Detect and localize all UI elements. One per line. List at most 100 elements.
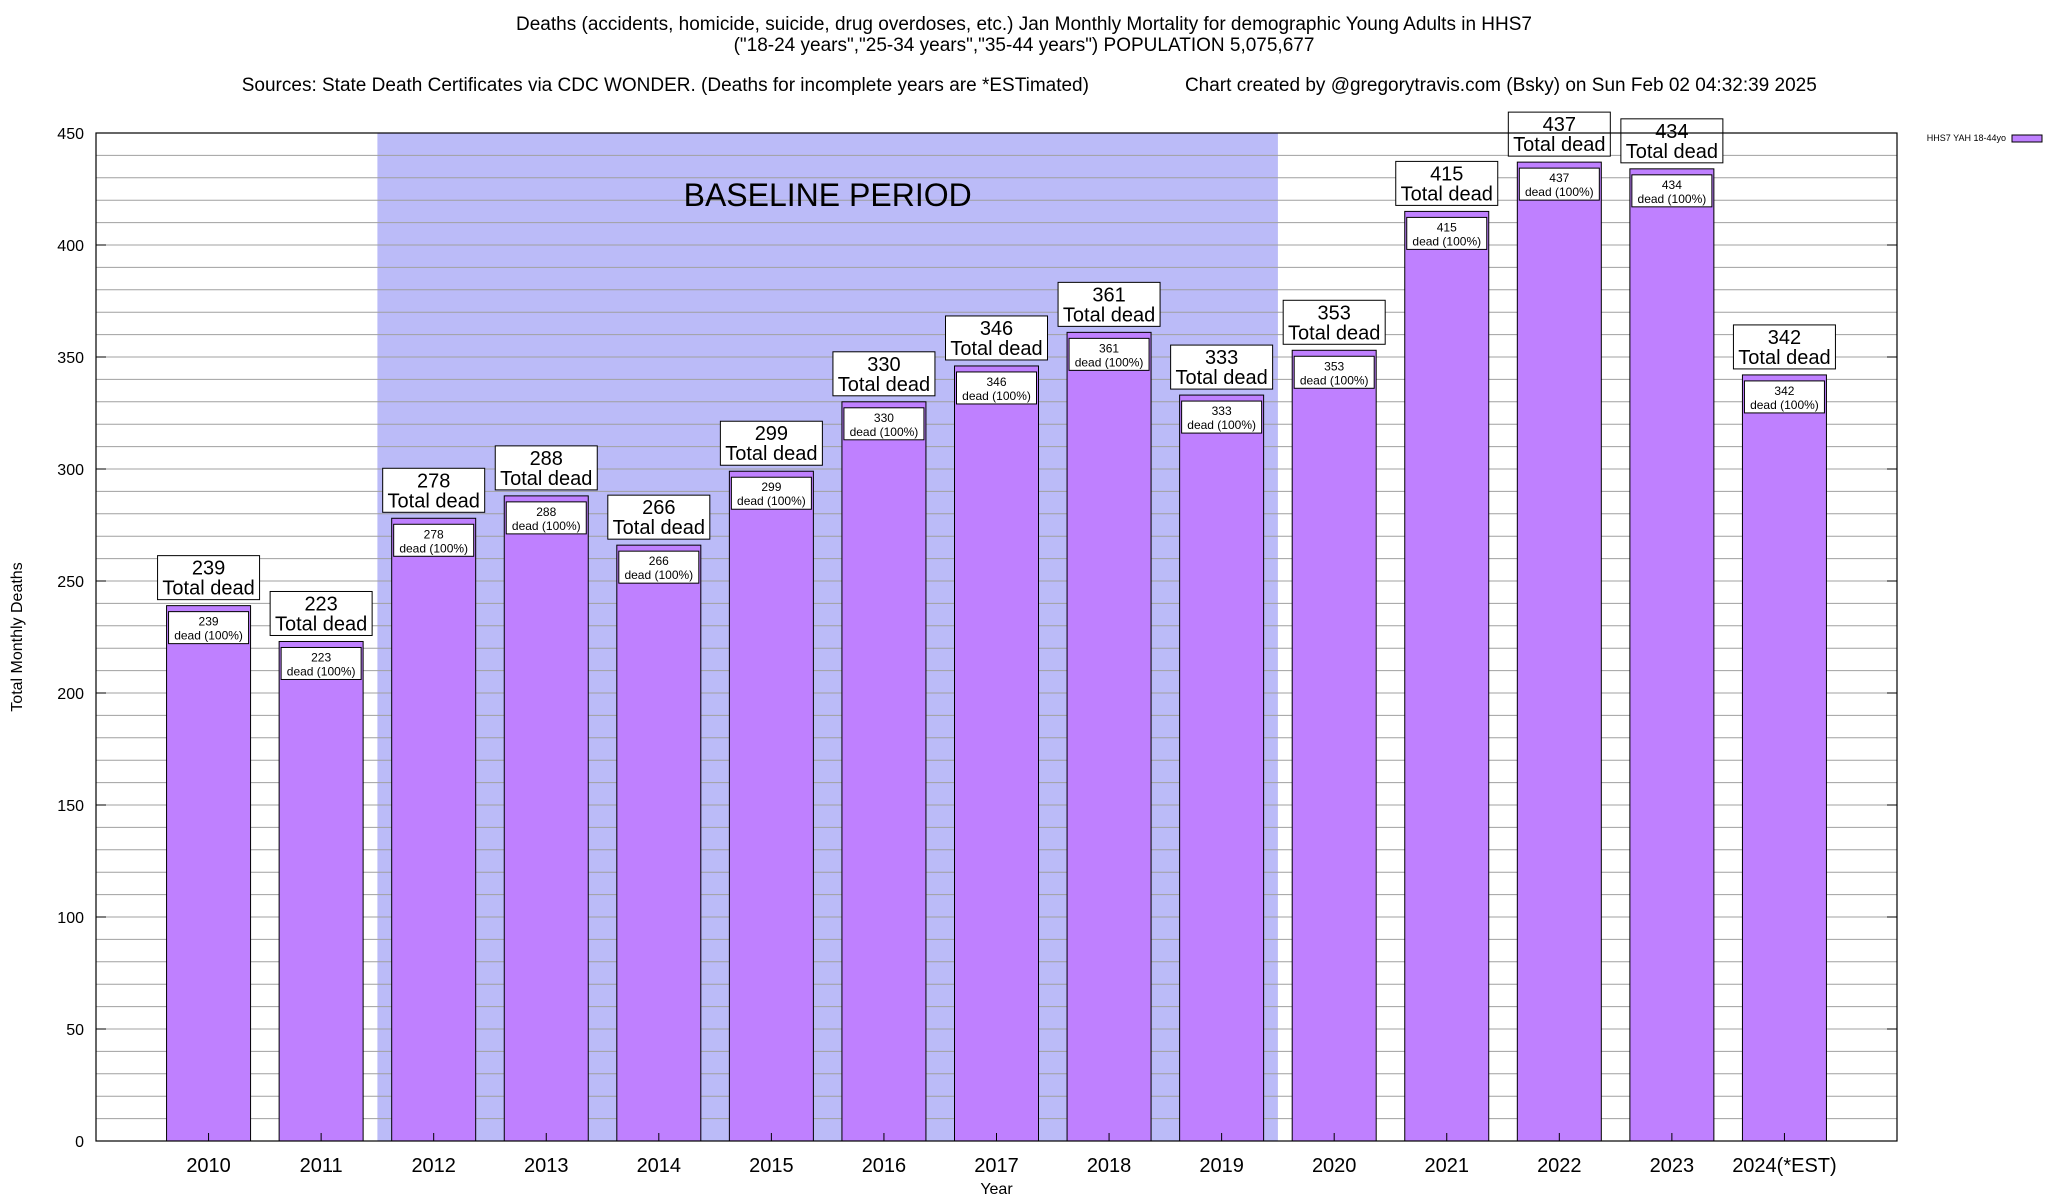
credit-text: Chart created by @gregorytravis.com (Bsk… <box>1184 75 1817 96</box>
bar-inner-value: 330 <box>874 411 894 425</box>
inner-label-box <box>1518 167 1600 201</box>
inner-label-box <box>1293 355 1375 389</box>
x-tick-label: 2019 <box>1199 1155 1244 1177</box>
bar-total-label: Total dead <box>725 443 817 465</box>
bar-total-value: 239 <box>192 558 225 580</box>
bar-inner-label: dead (100%) <box>1412 234 1481 248</box>
y-tick-label: 100 <box>57 910 84 927</box>
x-tick-label: 2024(*EST) <box>1732 1155 1837 1177</box>
bar-total-label: Total dead <box>1626 141 1718 163</box>
bar <box>503 495 589 1142</box>
y-tick-label: 450 <box>57 126 84 143</box>
inner-label-box <box>168 611 250 645</box>
x-tick-label: 2011 <box>300 1155 343 1177</box>
y-tick-label: 150 <box>57 798 84 815</box>
total-label-box <box>1057 281 1161 327</box>
inner-label-box <box>618 550 700 584</box>
y-tick-label: 300 <box>57 462 84 479</box>
bar-total-label: Total dead <box>1513 134 1605 156</box>
bar-inner-value: 333 <box>1212 404 1232 418</box>
bar-inner-value: 223 <box>311 650 331 664</box>
bar-inner-label: dead (100%) <box>962 389 1031 403</box>
total-label-box <box>945 315 1048 361</box>
total-label-box <box>382 467 486 513</box>
plot-border <box>95 132 1898 1142</box>
bar-inner-label: dead (100%) <box>850 425 919 439</box>
x-tick-label: 2015 <box>749 1155 794 1177</box>
x-tick-label: 2023 <box>1650 1155 1695 1177</box>
baseline-period-label: BASELINE PERIOD <box>684 177 972 213</box>
bar-total-value: 299 <box>755 423 788 445</box>
bar-inner-label: dead (100%) <box>1638 192 1707 206</box>
x-tick-label: 2010 <box>186 1155 231 1177</box>
bar <box>1066 331 1152 1142</box>
total-label-box <box>494 445 598 491</box>
y-tick-label: 50 <box>66 1022 84 1039</box>
total-label-box <box>1507 111 1611 157</box>
bar <box>1179 394 1265 1142</box>
bar-total-value: 346 <box>980 318 1013 340</box>
inner-label-box <box>393 523 475 557</box>
inner-label-box <box>956 371 1037 405</box>
bar-total-value: 361 <box>1092 284 1125 306</box>
inner-label-box <box>1631 174 1713 208</box>
inner-label-box <box>280 646 362 680</box>
bar-total-value: 333 <box>1205 347 1238 369</box>
x-tick-label: 2017 <box>974 1155 1019 1177</box>
bar-total-label: Total dead <box>613 517 705 539</box>
y-tick-label: 250 <box>57 574 84 591</box>
total-label-box <box>1170 344 1274 390</box>
y-axis-label: Total Monthly Deaths <box>9 562 26 711</box>
bar-total-label: Total dead <box>1738 347 1830 369</box>
x-tick-label: 2014 <box>637 1155 682 1177</box>
x-tick-label: 2012 <box>411 1155 456 1177</box>
total-label-box <box>607 494 711 540</box>
title-line-2: ("18-24 years","25-34 years","35-44 year… <box>733 35 1315 56</box>
inner-label-box <box>1181 400 1263 434</box>
total-label-box <box>1620 118 1724 164</box>
x-tick-label: 2022 <box>1537 1155 1582 1177</box>
bar <box>1741 374 1827 1142</box>
bar-inner-value: 239 <box>199 615 219 629</box>
bar-inner-label: dead (100%) <box>1750 398 1819 412</box>
bar-inner-label: dead (100%) <box>737 494 806 508</box>
bar-total-label: Total dead <box>1288 322 1380 344</box>
legend-swatch <box>2011 134 2043 143</box>
x-tick-label: 2016 <box>862 1155 907 1177</box>
bar-inner-label: dead (100%) <box>1525 185 1594 199</box>
bar <box>954 365 1039 1142</box>
total-label-box <box>1732 324 1836 370</box>
bar-inner-label: dead (100%) <box>624 568 693 582</box>
bar-inner-label: dead (100%) <box>1300 373 1369 387</box>
bar <box>1516 161 1602 1142</box>
bar-inner-label: dead (100%) <box>399 541 468 555</box>
bar-total-label: Total dead <box>950 338 1042 360</box>
bar-total-value: 266 <box>642 497 675 519</box>
x-tick-label: 2013 <box>524 1155 569 1177</box>
x-tick-label: 2021 <box>1425 1155 1470 1177</box>
bar-total-label: Total dead <box>1175 367 1267 389</box>
bar-inner-label: dead (100%) <box>1187 418 1256 432</box>
bar-total-label: Total dead <box>1401 183 1493 205</box>
bar-inner-value: 342 <box>1774 384 1794 398</box>
total-label-box <box>832 351 936 397</box>
bar-inner-label: dead (100%) <box>287 664 356 678</box>
bar <box>166 605 252 1142</box>
bar <box>1291 349 1377 1142</box>
y-tick-label: 0 <box>75 1134 84 1151</box>
bar-total-value: 330 <box>867 354 900 376</box>
source-text: Sources: State Death Certificates via CD… <box>241 75 1089 96</box>
bar-total-label: Total dead <box>388 490 480 512</box>
inner-label-box <box>1406 216 1488 250</box>
x-axis-label: Year <box>980 1181 1013 1198</box>
bar-inner-label: dead (100%) <box>174 629 243 643</box>
bar <box>391 517 477 1142</box>
bar-total-value: 437 <box>1543 114 1576 136</box>
bar-inner-value: 361 <box>1099 341 1119 355</box>
bar-inner-value: 266 <box>649 554 669 568</box>
inner-label-box <box>1068 337 1150 371</box>
bar-inner-value: 415 <box>1437 220 1457 234</box>
bar-inner-value: 278 <box>424 527 444 541</box>
inner-label-box <box>730 476 812 510</box>
bar <box>278 640 364 1142</box>
